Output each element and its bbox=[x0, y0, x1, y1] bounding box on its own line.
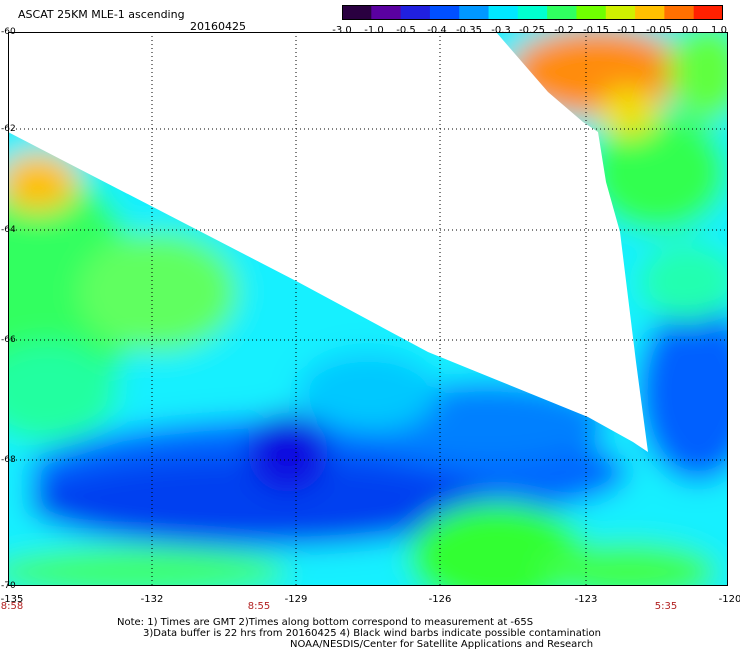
color-scale-bar bbox=[342, 5, 723, 20]
colorbar-segment bbox=[635, 5, 665, 20]
lat-label: -64 bbox=[1, 225, 16, 235]
wind-map-panel bbox=[8, 32, 728, 586]
colorbar-segment bbox=[605, 5, 636, 20]
note-line-3: NOAA/NESDIS/Center for Satellite Applica… bbox=[290, 639, 594, 650]
colorbar-segment bbox=[371, 5, 402, 20]
colorbar-tick: -3.0 bbox=[332, 25, 352, 36]
colorbar-tick: -0.05 bbox=[646, 25, 672, 36]
lon-label: -126 bbox=[428, 594, 452, 605]
product-date: 20160425 bbox=[190, 20, 246, 33]
colorbar-segment bbox=[459, 5, 490, 20]
colorbar-segment bbox=[664, 5, 695, 20]
pass-time: 8:58 bbox=[0, 601, 24, 612]
lat-label: -66 bbox=[1, 335, 16, 345]
lon-label: -132 bbox=[140, 594, 164, 605]
colorbar-tick: -0.1 bbox=[617, 25, 637, 36]
pass-time: 5:35 bbox=[654, 601, 678, 612]
colorbar-segment bbox=[342, 5, 372, 20]
colorbar-tick: -0.5 bbox=[396, 25, 416, 36]
lon-label: -123 bbox=[574, 594, 598, 605]
colorbar-tick: -0.3 bbox=[491, 25, 511, 36]
colorbar-segment bbox=[400, 5, 431, 20]
colorbar-tick: -1.0 bbox=[364, 25, 384, 36]
graticule bbox=[8, 32, 728, 586]
product-title: ASCAT 25KM MLE-1 ascending bbox=[18, 8, 185, 21]
colorbar-segment bbox=[693, 5, 723, 20]
pass-time: 8:55 bbox=[247, 601, 271, 612]
map-frame bbox=[8, 32, 728, 586]
colorbar-segment bbox=[488, 5, 519, 20]
colorbar-segment bbox=[576, 5, 607, 20]
lon-label: -129 bbox=[284, 594, 308, 605]
colorbar-tick: 1.0 bbox=[711, 25, 727, 36]
colorbar-tick: -0.2 bbox=[554, 25, 574, 36]
colorbar-tick: -0.15 bbox=[583, 25, 609, 36]
lat-label: -70 bbox=[1, 581, 16, 591]
colorbar-tick: -0.25 bbox=[519, 25, 545, 36]
lon-label: -120 bbox=[718, 594, 740, 605]
colorbar-tick: 0.0 bbox=[682, 25, 698, 36]
colorbar-border bbox=[342, 5, 723, 20]
colorbar-tick: -0.35 bbox=[456, 25, 482, 36]
note-line-1: Note: 1) Times are GMT 2)Times along bot… bbox=[117, 617, 534, 628]
colorbar-segment bbox=[517, 5, 548, 20]
colorbar-tick: -0.4 bbox=[427, 25, 447, 36]
colorbar-segment bbox=[547, 5, 577, 20]
lat-label: -60 bbox=[1, 27, 16, 37]
lat-label: -62 bbox=[1, 124, 16, 134]
lat-label: -68 bbox=[1, 455, 16, 465]
colorbar-segment bbox=[429, 5, 460, 20]
note-line-2: 3)Data buffer is 22 hrs from 20160425 4)… bbox=[143, 628, 601, 639]
lon-label: -135 bbox=[0, 594, 24, 605]
